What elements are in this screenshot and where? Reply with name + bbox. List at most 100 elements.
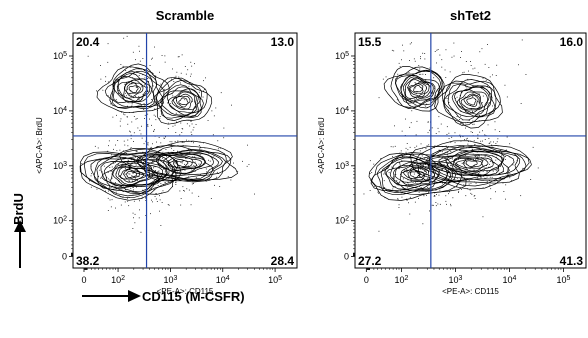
event-dot (208, 178, 210, 180)
event-dot (173, 181, 174, 183)
event-dot (450, 141, 452, 143)
event-dot (436, 194, 437, 195)
event-dot (140, 231, 142, 233)
contour-ring (160, 84, 204, 119)
event-dot (398, 62, 400, 64)
event-dot (435, 202, 437, 203)
event-dot (414, 87, 416, 89)
event-dot (194, 161, 196, 163)
contour-ring (90, 155, 170, 194)
event-dot (449, 71, 451, 73)
event-dot (378, 230, 380, 232)
event-dot (468, 120, 470, 121)
contour-ring (390, 66, 443, 109)
event-dot (154, 46, 155, 48)
event-dot (521, 39, 523, 41)
event-dot (432, 93, 434, 95)
event-dot (469, 168, 471, 170)
y-axis-label: <APC-A>: BrdU (317, 117, 326, 174)
event-dot (497, 138, 499, 140)
event-dot (134, 159, 135, 161)
event-dot (488, 166, 490, 168)
event-dot (102, 89, 104, 91)
event-dot (444, 69, 446, 71)
event-dot (396, 28, 397, 29)
event-dot (130, 147, 132, 149)
event-dot (482, 158, 484, 160)
event-dot (147, 78, 149, 79)
event-dot (117, 140, 119, 141)
event-dot (448, 132, 450, 134)
event-dot (109, 167, 111, 168)
event-dot (139, 129, 141, 131)
event-dot (151, 99, 153, 100)
contour-ring (163, 153, 206, 172)
event-dot (455, 168, 457, 170)
event-dot (127, 162, 129, 163)
event-dot (114, 182, 116, 183)
event-dot (371, 172, 373, 173)
event-dot (465, 168, 467, 170)
event-dot (406, 171, 408, 173)
event-dot (473, 123, 475, 125)
event-dot (128, 82, 130, 84)
event-dot (491, 176, 493, 178)
event-dot (483, 166, 485, 168)
event-dot (119, 175, 121, 177)
event-dot (152, 57, 153, 59)
event-dot (401, 130, 403, 132)
event-dot (420, 157, 422, 158)
tick-label-x: 103 (163, 275, 177, 286)
event-dot (138, 99, 140, 101)
tick-label-x: 102 (111, 275, 125, 286)
event-dot (378, 192, 380, 194)
event-dot (426, 194, 427, 196)
event-dot (130, 187, 132, 189)
event-dot (414, 60, 416, 62)
event-dot (463, 161, 465, 163)
event-dot (132, 172, 134, 174)
event-dot (384, 187, 386, 189)
event-dot (425, 148, 427, 150)
event-dot (125, 165, 126, 167)
event-dot (472, 68, 474, 70)
contour-ring (395, 69, 445, 109)
panel-title: Scramble (156, 8, 215, 23)
event-dot (473, 169, 475, 171)
event-dot (184, 66, 186, 67)
event-dot (421, 155, 423, 157)
event-dot (124, 201, 126, 203)
event-dot (470, 192, 472, 194)
event-dot (159, 175, 161, 177)
event-dot (180, 122, 182, 124)
event-dot (147, 142, 149, 144)
event-dot (179, 190, 181, 192)
event-dot (392, 146, 394, 148)
event-dot (441, 66, 443, 68)
event-dot (185, 73, 187, 75)
event-dot (518, 64, 519, 66)
contour-ring (403, 167, 427, 181)
event-dot (128, 160, 130, 162)
contour-ring (119, 167, 144, 180)
event-dot (457, 180, 459, 182)
event-dot (505, 184, 507, 186)
event-dot (214, 184, 215, 186)
event-dot (450, 164, 451, 166)
event-dot (396, 180, 398, 182)
event-dot (127, 116, 128, 118)
event-dot (107, 43, 109, 45)
event-dot (184, 163, 185, 165)
event-dot (495, 191, 496, 193)
event-dot (163, 159, 165, 161)
event-dot (380, 158, 382, 159)
event-dot (150, 213, 151, 215)
event-dot (122, 65, 124, 67)
event-dot (177, 150, 178, 152)
event-dot (161, 101, 163, 103)
event-dot (190, 120, 192, 122)
event-dot (413, 173, 415, 175)
event-dot (123, 191, 125, 192)
event-dot (156, 201, 158, 202)
tick-label-x: 103 (448, 275, 462, 286)
